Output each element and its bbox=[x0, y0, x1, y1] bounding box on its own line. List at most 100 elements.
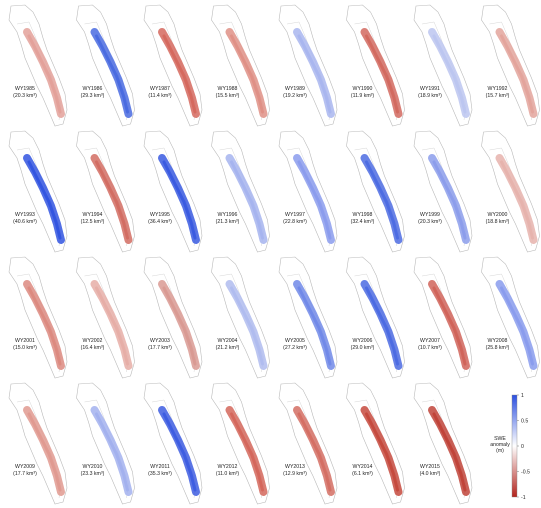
panel-volume: (6.1 km³) bbox=[352, 471, 373, 477]
watershed-outline bbox=[211, 4, 270, 127]
panel-label: WY1992 bbox=[488, 86, 508, 92]
panel-volume: (21.3 km³) bbox=[216, 219, 240, 225]
panel-volume: (15.5 km³) bbox=[216, 93, 240, 99]
panel-label: WY1988 bbox=[218, 86, 238, 92]
map-panel: WY1993(40.6 km³) bbox=[8, 130, 68, 253]
swe-anomaly-core bbox=[365, 160, 399, 240]
swe-anomaly-core bbox=[500, 34, 534, 114]
river-network bbox=[151, 147, 197, 247]
panel-volume: (4.0 km³) bbox=[420, 471, 441, 477]
swe-anomaly-core bbox=[297, 34, 332, 114]
panel-label: WY2002 bbox=[83, 338, 103, 344]
swe-anomaly-core bbox=[500, 286, 534, 366]
map-panel: WY2011(35.3 km³) bbox=[143, 382, 203, 505]
panel-label: WY1996 bbox=[218, 212, 238, 218]
river-network bbox=[354, 273, 399, 373]
map-panel: WY2004(21.2 km³) bbox=[211, 256, 270, 379]
panel-label: WY1999 bbox=[420, 212, 440, 218]
panel-volume: (11.9 km³) bbox=[351, 93, 375, 99]
river-network bbox=[421, 273, 467, 373]
swe-anomaly-core bbox=[230, 160, 264, 240]
river-network bbox=[286, 273, 332, 373]
map-panel: WY2006(29.0 km³) bbox=[346, 256, 405, 379]
panel-volume: (15.0 km³) bbox=[13, 345, 37, 351]
colorbar-tick-label: -0.5 bbox=[521, 470, 530, 476]
watershed-outline bbox=[76, 256, 135, 379]
swe-anomaly-core bbox=[297, 286, 332, 366]
panel-label: WY2005 bbox=[285, 338, 305, 344]
swe-anomaly-core bbox=[95, 160, 129, 240]
map-panel: WY2001(15.0 km³) bbox=[8, 256, 68, 379]
map-panel: WY1990(11.9 km³) bbox=[346, 4, 405, 127]
watershed-outline bbox=[211, 256, 270, 379]
river-network bbox=[84, 21, 129, 121]
panel-label: WY2001 bbox=[15, 338, 35, 344]
watershed-outline bbox=[76, 130, 135, 253]
river-network bbox=[286, 21, 332, 121]
river-network bbox=[421, 147, 467, 247]
panel-label: WY1993 bbox=[15, 212, 35, 218]
river-network bbox=[421, 399, 467, 499]
map-panel: WY1998(32.4 km³) bbox=[346, 130, 405, 253]
panel-volume: (35.3 km³) bbox=[148, 471, 172, 477]
watershed-outline bbox=[278, 382, 338, 505]
river-network bbox=[219, 147, 264, 247]
colorbar-tick-label: 0 bbox=[521, 444, 524, 450]
map-panel: WY1987(11.4 km³) bbox=[143, 4, 203, 127]
watershed-outline bbox=[481, 130, 540, 253]
watershed-outline bbox=[211, 382, 270, 505]
river-network bbox=[219, 399, 264, 499]
panel-volume: (32.4 km³) bbox=[351, 219, 375, 225]
panel-label: WY2013 bbox=[285, 464, 305, 470]
watershed-outline bbox=[413, 382, 473, 505]
watershed-outline bbox=[143, 382, 203, 505]
panel-label: WY1994 bbox=[83, 212, 103, 218]
swe-anomaly-core bbox=[162, 34, 197, 114]
map-panel: WY1996(21.3 km³) bbox=[211, 130, 270, 253]
swe-anomaly-core bbox=[297, 412, 332, 492]
river-network bbox=[354, 147, 399, 247]
panel-volume: (29.0 km³) bbox=[351, 345, 375, 351]
map-panel: WY2012(11.0 km³) bbox=[211, 382, 270, 505]
panel-volume: (25.8 km³) bbox=[486, 345, 510, 351]
watershed-outline bbox=[346, 130, 405, 253]
panel-volume: (19.2 km³) bbox=[283, 93, 307, 99]
river-network bbox=[354, 399, 399, 499]
river-network bbox=[219, 273, 264, 373]
map-panel: WY1985(20.3 km³) bbox=[8, 4, 68, 127]
panel-label: WY1989 bbox=[285, 86, 305, 92]
swe-anomaly-core bbox=[162, 160, 197, 240]
swe-anomaly-core bbox=[95, 412, 129, 492]
river-network bbox=[84, 399, 129, 499]
panel-label: WY2009 bbox=[15, 464, 35, 470]
colorbar-title: anomaly bbox=[490, 442, 510, 448]
swe-anomaly-core bbox=[27, 412, 62, 492]
river-network bbox=[354, 21, 399, 121]
panel-label: WY2004 bbox=[218, 338, 238, 344]
river-network bbox=[219, 21, 264, 121]
map-panel: WY1992(15.7 km³) bbox=[481, 4, 540, 127]
swe-anomaly-core bbox=[230, 34, 264, 114]
panel-label: WY2000 bbox=[488, 212, 508, 218]
map-panel: WY2007(10.7 km³) bbox=[413, 256, 473, 379]
watershed-outline bbox=[211, 130, 270, 253]
swe-anomaly-core bbox=[95, 286, 129, 366]
river-network bbox=[84, 147, 129, 247]
watershed-outline bbox=[413, 256, 473, 379]
river-network bbox=[489, 21, 534, 121]
panel-volume: (22.8 km³) bbox=[283, 219, 307, 225]
panel-volume: (20.3 km³) bbox=[418, 219, 442, 225]
panel-label: WY2015 bbox=[420, 464, 440, 470]
panel-label: WY2012 bbox=[218, 464, 238, 470]
panel-label: WY2006 bbox=[353, 338, 373, 344]
swe-anomaly-core bbox=[27, 160, 62, 240]
river-network bbox=[16, 21, 62, 121]
map-panel: WY1988(15.5 km³) bbox=[211, 4, 270, 127]
river-network bbox=[489, 273, 534, 373]
colorbar bbox=[511, 394, 518, 498]
panel-volume: (23.3 km³) bbox=[81, 471, 105, 477]
panel-label: WY2014 bbox=[353, 464, 373, 470]
panel-volume: (11.0 km³) bbox=[216, 471, 240, 477]
panel-label: WY2008 bbox=[488, 338, 508, 344]
river-network bbox=[16, 399, 62, 499]
